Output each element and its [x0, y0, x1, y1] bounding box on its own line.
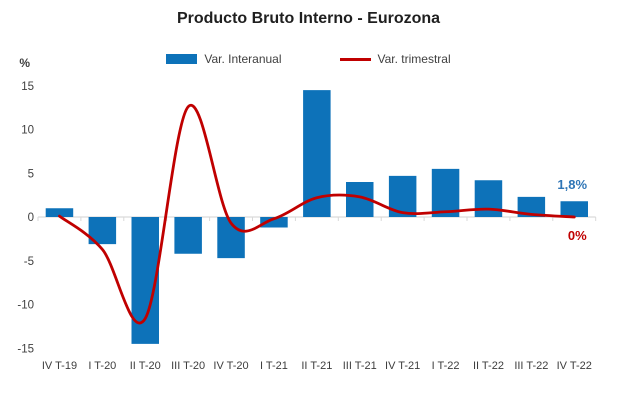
x-tick-label: III T-20	[171, 360, 205, 372]
bar-var-interanual	[560, 201, 588, 217]
x-tick-label: III T-22	[514, 360, 548, 372]
legend-label-trimestral: Var. trimestral	[377, 52, 451, 66]
x-tick-label: I T-22	[432, 360, 460, 372]
line-value-label: 0%	[568, 228, 587, 243]
legend-label-interanual: Var. Interanual	[204, 52, 282, 66]
x-tick-label: IV T-19	[42, 360, 77, 372]
x-tick-label: IV T-22	[557, 360, 592, 372]
y-axis-unit-label: %	[19, 56, 30, 70]
x-tick-label: II T-22	[473, 360, 504, 372]
bar-var-interanual	[174, 217, 202, 254]
y-tick-label: 0	[28, 212, 34, 224]
y-tick-label: -15	[17, 343, 34, 355]
x-tick-label: II T-20	[130, 360, 161, 372]
y-tick-label: -10	[17, 300, 34, 312]
x-tick-label: II T-21	[301, 360, 332, 372]
bar-var-interanual	[431, 168, 460, 217]
chart-title: Producto Bruto Interno - Eurozona	[176, 10, 441, 27]
legend-line-swatch-icon	[339, 57, 371, 61]
bar-value-label: 1,8%	[557, 177, 587, 192]
x-tick-label: III T-21	[343, 360, 377, 372]
x-tick-label: IV T-21	[385, 360, 420, 372]
y-tick-label: 10	[21, 125, 34, 137]
legend-item-interanual: Var. Interanual	[166, 52, 282, 66]
legend-item-trimestral: Var. trimestral	[339, 52, 451, 66]
bar-var-interanual	[517, 196, 546, 217]
x-tick-label: IV T-20	[213, 360, 248, 372]
x-tick-label: I T-20	[88, 360, 116, 372]
line-var-trimestral	[58, 103, 576, 325]
y-tick-label: -5	[24, 256, 34, 268]
legend-bar-swatch-icon	[166, 54, 198, 64]
x-tick-label: I T-21	[260, 360, 288, 372]
legend: Var. Interanual Var. trimestral	[0, 52, 617, 66]
bar-var-interanual	[474, 180, 503, 217]
y-tick-label: 15	[21, 81, 34, 93]
bar-var-interanual	[260, 217, 288, 228]
bar-var-interanual	[45, 208, 74, 217]
y-tick-label: 5	[28, 168, 34, 180]
